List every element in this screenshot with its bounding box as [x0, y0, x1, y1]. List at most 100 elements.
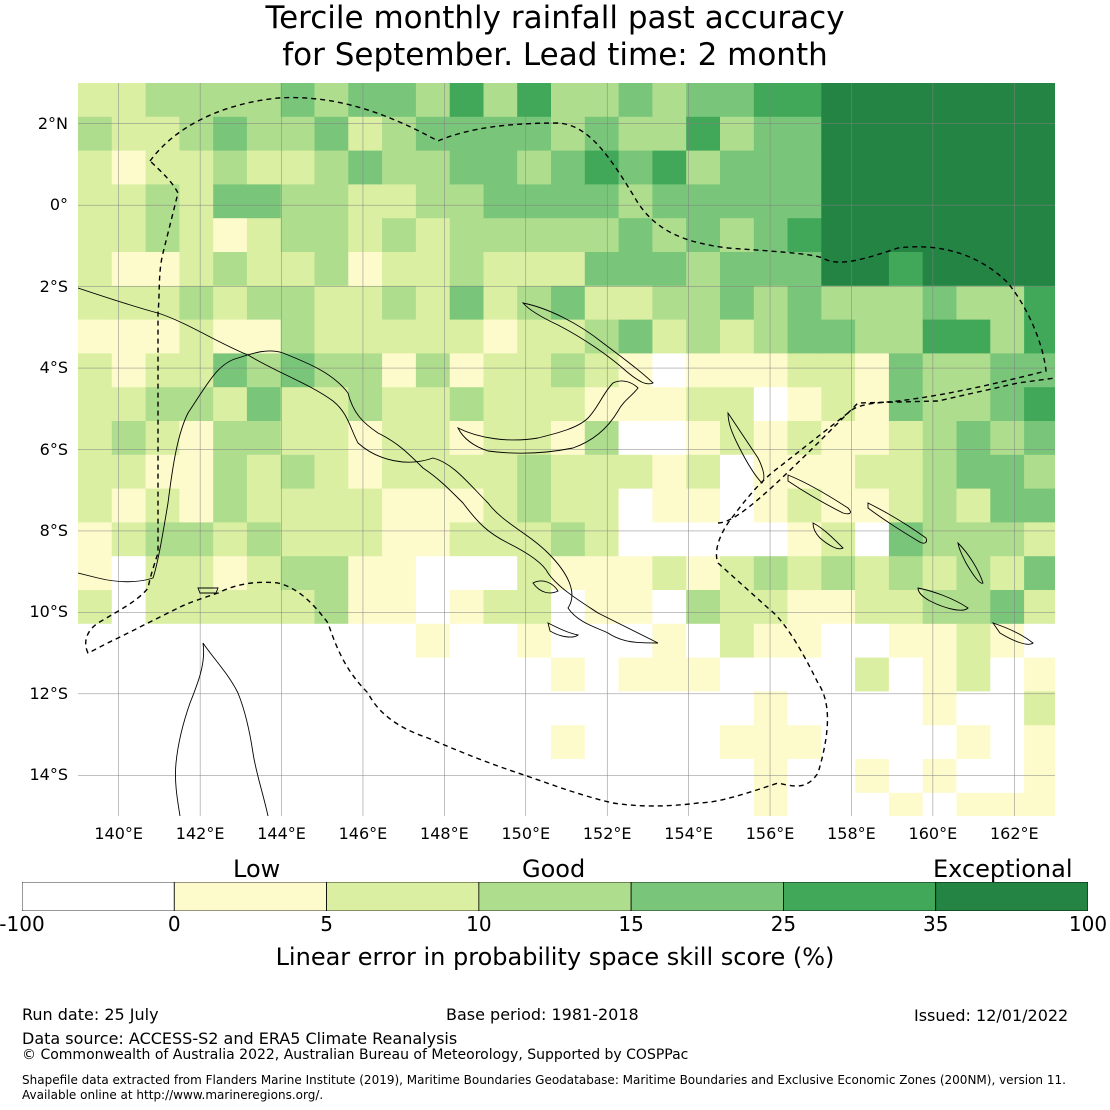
skill-cell	[584, 522, 620, 557]
skill-cell	[888, 623, 924, 659]
skill-cell	[618, 691, 653, 726]
skill-cell	[314, 759, 349, 794]
skill-cell	[145, 150, 180, 185]
skill-cell	[888, 556, 924, 591]
longitude-tick-label: 152°E	[582, 824, 632, 843]
skill-cell	[280, 556, 316, 591]
skill-cell	[78, 556, 113, 591]
skill-cell	[720, 725, 755, 760]
skill-cell	[78, 590, 113, 625]
skill-cell	[720, 184, 755, 219]
skill-cell	[922, 252, 958, 287]
skill-cell	[1024, 285, 1055, 321]
skill-cell	[314, 184, 349, 219]
skill-cell	[314, 454, 349, 490]
latitude-tick-label: 10°S	[29, 602, 68, 622]
latitude-tick-label: 14°S	[29, 765, 68, 785]
skill-cell	[551, 319, 586, 354]
skill-cell	[213, 725, 248, 760]
skill-cell	[246, 83, 282, 118]
skill-cell	[382, 556, 417, 591]
skill-cell	[78, 387, 113, 422]
skill-cell	[483, 218, 518, 253]
skill-cell	[348, 725, 383, 760]
skill-cell	[449, 252, 485, 287]
skill-cell	[415, 184, 451, 219]
skill-cell	[145, 83, 180, 118]
skill-cell	[753, 488, 789, 523]
eez-papua-new-guinea	[85, 96, 1047, 807]
skill-cell	[280, 421, 316, 456]
skill-cell	[922, 657, 958, 692]
skill-cell	[246, 590, 282, 625]
skill-cell	[753, 150, 789, 185]
skill-cell	[686, 522, 721, 557]
skill-cell	[348, 657, 383, 692]
skill-cell	[551, 454, 586, 490]
colorbar-tick-label: -100	[0, 912, 45, 936]
skill-cell	[922, 454, 958, 490]
skill-cell	[990, 556, 1025, 591]
skill-cell	[551, 421, 586, 456]
skill-cell	[686, 691, 721, 726]
skill-cell	[280, 83, 316, 118]
skill-cell	[78, 353, 113, 388]
skill-cell	[855, 623, 890, 659]
skill-cell	[753, 353, 789, 388]
skill-cell	[990, 590, 1025, 625]
skill-cell	[517, 353, 552, 388]
skill-cell	[78, 792, 113, 816]
skill-cell	[517, 725, 552, 760]
skill-cell	[415, 691, 451, 726]
skill-cell	[111, 725, 147, 760]
skill-cell	[956, 353, 991, 388]
skill-cell	[449, 285, 485, 321]
skill-cell	[483, 319, 518, 354]
skill-cell	[145, 590, 180, 625]
skill-cell	[280, 454, 316, 490]
skill-cell	[618, 252, 653, 287]
data-source: Data source: ACCESS-S2 and ERA5 Climate …	[22, 1029, 458, 1048]
skill-cell	[990, 623, 1025, 659]
skill-cell	[753, 725, 789, 760]
skill-cell	[551, 691, 586, 726]
skill-cell	[753, 319, 789, 354]
skill-cell	[821, 353, 856, 388]
skill-cell	[483, 387, 518, 422]
skill-cell	[720, 150, 755, 185]
skill-cell	[888, 454, 924, 490]
skill-cell	[686, 792, 721, 816]
longitude-tick-label: 154°E	[664, 824, 713, 843]
skill-cell	[652, 252, 687, 287]
skill-cell	[145, 623, 180, 659]
skill-cell	[720, 353, 755, 388]
skill-cell	[111, 285, 147, 321]
skill-cell	[990, 83, 1025, 118]
skill-cell	[1024, 792, 1055, 816]
skill-cell	[652, 116, 687, 152]
skill-cell	[956, 218, 991, 253]
longitude-tick-label: 160°E	[908, 824, 958, 843]
skill-cell	[787, 116, 822, 152]
skill-cell	[956, 116, 991, 152]
skill-cell	[922, 116, 958, 152]
skill-cell	[280, 488, 316, 523]
skill-cell	[382, 184, 417, 219]
skill-cell	[111, 691, 147, 726]
skill-cell	[145, 353, 180, 388]
skill-cell	[551, 150, 586, 185]
skill-cell	[179, 556, 214, 591]
skill-cell	[111, 556, 147, 591]
skill-cell	[213, 556, 248, 591]
skill-cell	[483, 488, 518, 523]
skill-cell	[246, 792, 282, 816]
skill-cell	[787, 319, 822, 354]
skill-cell	[348, 590, 383, 625]
skill-cell	[584, 116, 620, 152]
skill-cell	[348, 116, 383, 152]
skill-cell	[855, 488, 890, 523]
skill-cell	[787, 83, 822, 118]
skill-cell	[787, 488, 822, 523]
skill-cell	[652, 623, 687, 659]
